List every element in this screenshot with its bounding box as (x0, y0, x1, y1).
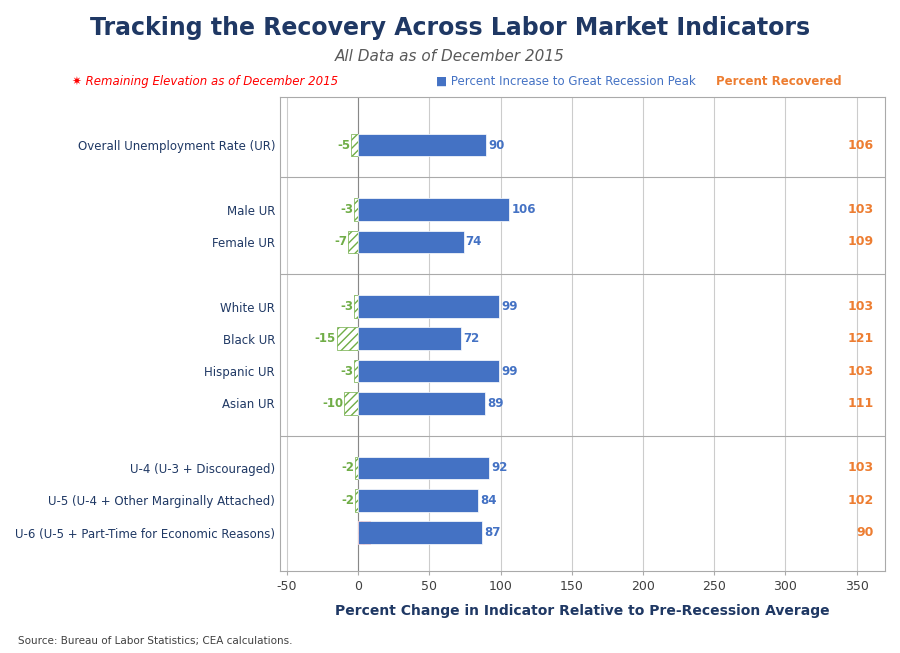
Text: ■ Percent Increase to Great Recession Peak: ■ Percent Increase to Great Recession Pe… (436, 75, 697, 88)
Bar (358, 360, 500, 383)
Text: 103: 103 (848, 462, 874, 475)
Bar (354, 295, 358, 318)
Text: -3: -3 (340, 203, 353, 216)
Text: 102: 102 (848, 494, 874, 507)
Bar (344, 392, 358, 415)
Text: 106: 106 (511, 203, 536, 216)
Text: 109: 109 (848, 236, 874, 248)
Text: -2: -2 (342, 494, 355, 507)
Text: 103: 103 (848, 203, 874, 216)
Text: 8: 8 (360, 526, 368, 539)
Text: -3: -3 (340, 300, 353, 313)
Text: 74: 74 (465, 236, 482, 248)
Bar (358, 489, 478, 511)
Text: Source: Bureau of Labor Statistics; CEA calculations.: Source: Bureau of Labor Statistics; CEA … (18, 637, 292, 646)
Text: 90: 90 (856, 526, 874, 539)
Bar (358, 328, 461, 350)
Text: -15: -15 (315, 332, 336, 345)
Text: Percent Recovered: Percent Recovered (716, 75, 842, 88)
Text: 111: 111 (848, 397, 874, 410)
Text: Tracking the Recovery Across Labor Market Indicators: Tracking the Recovery Across Labor Marke… (90, 16, 810, 40)
Text: 99: 99 (501, 364, 518, 377)
Bar (356, 489, 358, 511)
Bar (358, 199, 509, 221)
Text: 72: 72 (463, 332, 479, 345)
Text: 84: 84 (480, 494, 497, 507)
Text: -2: -2 (342, 462, 355, 475)
Bar (358, 231, 464, 253)
Bar (354, 360, 358, 383)
Bar (358, 521, 370, 544)
Text: -10: -10 (322, 397, 343, 410)
Text: 99: 99 (501, 300, 518, 313)
Text: 87: 87 (484, 526, 500, 539)
Bar (354, 199, 358, 221)
Bar (351, 134, 358, 156)
Bar (358, 295, 500, 318)
Text: 106: 106 (848, 138, 874, 151)
Bar (358, 521, 482, 544)
Bar (348, 231, 358, 253)
Bar (358, 456, 490, 479)
Text: 121: 121 (848, 332, 874, 345)
Text: -7: -7 (335, 236, 347, 248)
Text: 89: 89 (487, 397, 503, 410)
Bar (358, 392, 485, 415)
Text: ✷ Remaining Elevation as of December 2015: ✷ Remaining Elevation as of December 201… (72, 75, 338, 88)
Bar (358, 134, 486, 156)
Text: 90: 90 (489, 138, 505, 151)
Text: -3: -3 (340, 364, 353, 377)
Text: 103: 103 (848, 364, 874, 377)
Bar (356, 456, 358, 479)
Text: -5: -5 (338, 138, 350, 151)
Text: All Data as of December 2015: All Data as of December 2015 (335, 49, 565, 64)
X-axis label: Percent Change in Indicator Relative to Pre-Recession Average: Percent Change in Indicator Relative to … (335, 605, 830, 618)
Text: 103: 103 (848, 300, 874, 313)
Bar (337, 328, 358, 350)
Text: 92: 92 (491, 462, 508, 475)
